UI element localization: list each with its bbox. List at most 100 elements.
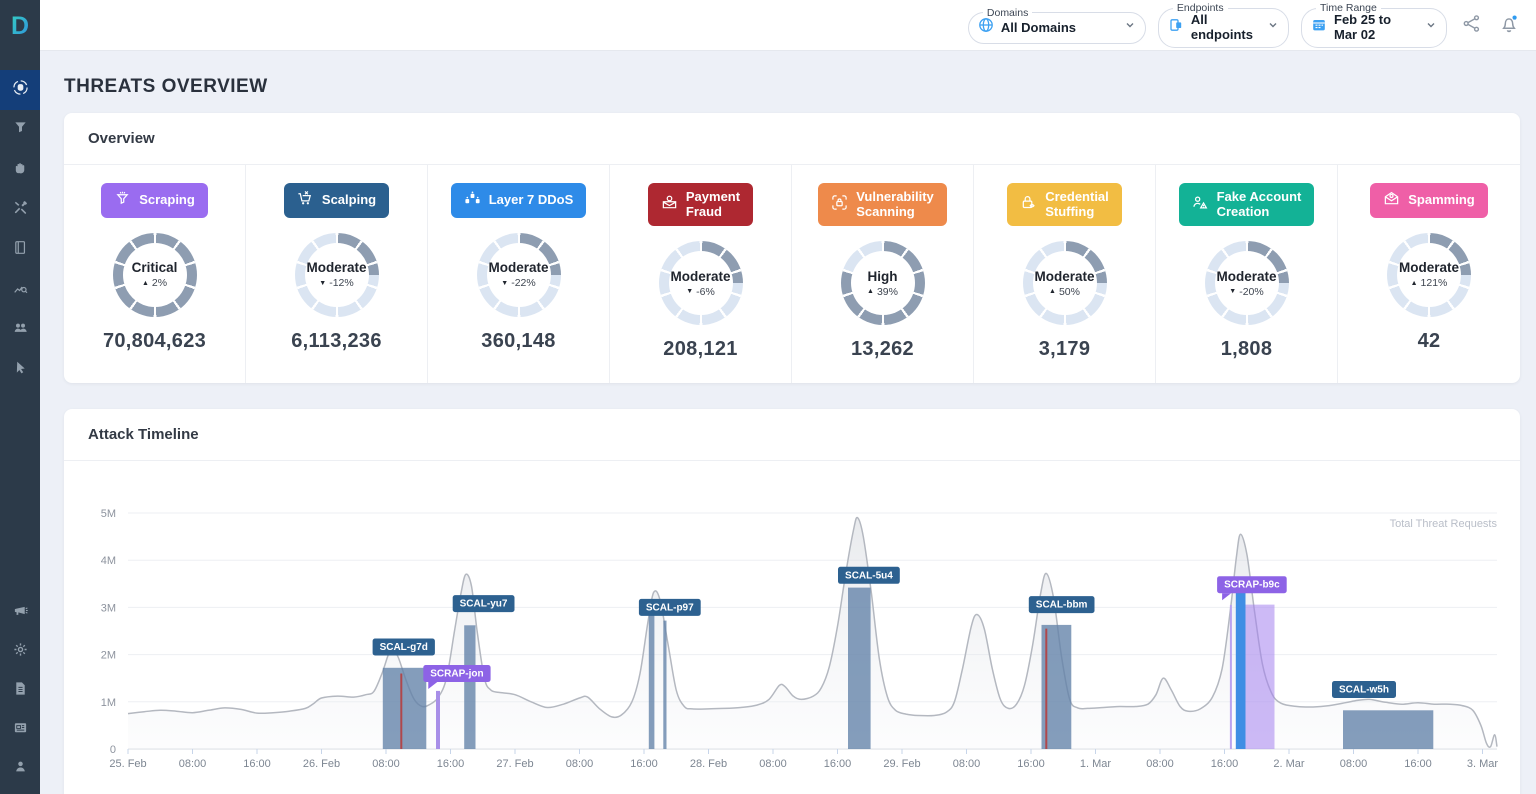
account-icon — [13, 759, 28, 779]
attack-event-bar-SCAL-p97[interactable] — [663, 621, 666, 749]
attack-event-label-tail — [1222, 593, 1231, 600]
attack-event-label-SCAL-w5h[interactable]: SCAL-w5h — [1332, 681, 1396, 698]
time-range-filter[interactable]: Time Range Feb 25 to Mar 02 — [1301, 2, 1447, 48]
users-icon — [13, 320, 28, 340]
x-axis-label: 16:00 — [630, 758, 658, 770]
change-label: ▼-22% — [501, 277, 535, 289]
threat-badge-label: Fake Account Creation — [1217, 190, 1302, 219]
sidebar-item-megaphone[interactable] — [0, 593, 40, 632]
attack-event-label-text: SCRAP-jon — [430, 669, 483, 680]
globe-icon — [978, 17, 994, 38]
attack-event-label-SCAL-5u4[interactable]: SCAL-5u4 — [838, 567, 900, 584]
y-axis-label: 5M — [101, 508, 116, 520]
attack-event-bar-SCAL-w5h[interactable] — [1343, 710, 1433, 749]
x-axis-label: 29. Feb — [883, 758, 920, 770]
chevron-down-icon — [1124, 18, 1136, 36]
sidebar-item-book[interactable] — [0, 230, 40, 270]
payment-fraud-icon — [661, 194, 678, 215]
sidebar-item-cursor[interactable] — [0, 350, 40, 390]
x-axis-label: 08:00 — [1340, 758, 1368, 770]
megaphone-icon — [13, 603, 28, 623]
threat-badge[interactable]: Scalping — [284, 183, 389, 218]
x-axis-label: 16:00 — [824, 758, 852, 770]
threat-count: 6,113,236 — [291, 330, 382, 353]
endpoints-icon — [1168, 17, 1184, 38]
x-axis-label: 16:00 — [1017, 758, 1045, 770]
attack-event-label-SCAL-g7d[interactable]: SCAL-g7d — [373, 639, 435, 656]
attack-event-bar-SCRAP-jon[interactable] — [436, 691, 440, 749]
attack-event-bar-SCAL-g7d[interactable] — [383, 668, 427, 749]
attack-event-bar-SCRAP-b9c[interactable] — [1246, 605, 1275, 749]
attack-timeline-chart-wrap: 01M2M3M4M5M25. Feb08:0016:0026. Feb08:00… — [64, 461, 1520, 790]
trend-down-icon: ▼ — [501, 280, 508, 287]
share-button[interactable] — [1459, 11, 1484, 39]
severity-label: Moderate — [306, 260, 366, 275]
sidebar-item-users[interactable] — [0, 310, 40, 350]
sidebar-nav-bottom — [0, 593, 40, 788]
chart-search-icon — [13, 280, 28, 300]
attack-event-bar-SCAL-p97[interactable] — [649, 611, 655, 749]
threat-badge[interactable]: Payment Fraud — [648, 183, 753, 226]
threat-badge[interactable]: Vulnerability Scanning — [818, 183, 947, 226]
attack-event-bar-SCAL-5u4[interactable] — [848, 588, 871, 749]
trend-up-icon: ▲ — [1049, 288, 1056, 295]
document-icon — [13, 681, 28, 701]
change-label: ▲39% — [867, 286, 898, 298]
y-axis-label: 2M — [101, 650, 116, 662]
attack-event-label-SCAL-bbm[interactable]: SCAL-bbm — [1029, 596, 1095, 613]
attack-event-bar-SCRAP-b9c[interactable] — [1236, 584, 1246, 749]
cursor-icon — [13, 360, 28, 380]
change-label: ▼-6% — [686, 286, 715, 298]
endpoints-filter[interactable]: Endpoints All endpoints — [1158, 2, 1289, 48]
threat-badge-label: Vulnerability Scanning — [856, 190, 934, 219]
threat-card: ScalpingModerate▼-12%6,113,236 — [246, 165, 428, 383]
attack-event-label-text: SCRAP-b9c — [1224, 580, 1280, 591]
attack-event-label-SCAL-p97[interactable]: SCAL-p97 — [639, 599, 701, 616]
threat-badge[interactable]: Layer 7 DDoS — [451, 183, 587, 218]
x-axis-label: 27. Feb — [496, 758, 533, 770]
threat-badge-label: Layer 7 DDoS — [489, 193, 574, 208]
x-axis-label: 08:00 — [953, 758, 981, 770]
endpoints-filter-value: All endpoints — [1191, 12, 1253, 42]
threat-badge[interactable]: Scraping — [101, 183, 208, 218]
threat-card: Credential StuffingModerate▲50%3,179 — [974, 165, 1156, 383]
threat-count: 70,804,623 — [103, 330, 206, 353]
scan-lock-icon — [831, 194, 848, 215]
sidebar-item-chart-search[interactable] — [0, 270, 40, 310]
sidebar-nav — [0, 70, 40, 390]
sidebar-item-account[interactable] — [0, 749, 40, 788]
bell-icon — [1499, 14, 1519, 37]
attack-event-bar-SCAL-yu7[interactable] — [464, 625, 475, 749]
sidebar-item-hand[interactable] — [0, 150, 40, 190]
threat-card: SpammingModerate▲121%42 — [1338, 165, 1520, 383]
threats-icon — [12, 79, 29, 101]
threat-card: ScrapingCritical▲2%70,804,623 — [64, 165, 246, 383]
trend-up-icon: ▲ — [1411, 280, 1418, 287]
threat-badge[interactable]: Spamming — [1370, 183, 1487, 218]
sidebar-item-threats[interactable] — [0, 70, 40, 110]
attack-timeline-title: Attack Timeline — [64, 409, 1520, 461]
app-logo[interactable]: D — [0, 0, 40, 52]
attack-event-label-tail — [428, 682, 437, 689]
threat-count: 3,179 — [1039, 338, 1091, 361]
attack-event-label-SCAL-yu7[interactable]: SCAL-yu7 — [453, 595, 515, 612]
overview-card: Overview ScrapingCritical▲2%70,804,623Sc… — [64, 113, 1520, 383]
threat-count: 208,121 — [663, 338, 737, 361]
severity-gauge: Moderate▼-20% — [1205, 241, 1289, 325]
calendar-icon — [1311, 17, 1327, 38]
notifications-button[interactable] — [1496, 11, 1522, 40]
trend-down-icon: ▼ — [686, 288, 693, 295]
sidebar-item-funnel[interactable] — [0, 110, 40, 150]
threat-badge[interactable]: Credential Stuffing — [1007, 183, 1122, 226]
total-threat-requests-area — [128, 518, 1497, 750]
sidebar-item-document[interactable] — [0, 671, 40, 710]
tools-icon — [13, 200, 28, 220]
x-axis-label: 25. Feb — [109, 758, 146, 770]
severity-gauge: High▲39% — [841, 241, 925, 325]
threat-badge[interactable]: Fake Account Creation — [1179, 183, 1315, 226]
domains-filter[interactable]: Domains All Domains — [968, 7, 1146, 44]
sidebar-item-settings[interactable] — [0, 632, 40, 671]
sidebar-item-news[interactable] — [0, 710, 40, 749]
logo-d: D — [11, 12, 29, 41]
sidebar-item-tools[interactable] — [0, 190, 40, 230]
